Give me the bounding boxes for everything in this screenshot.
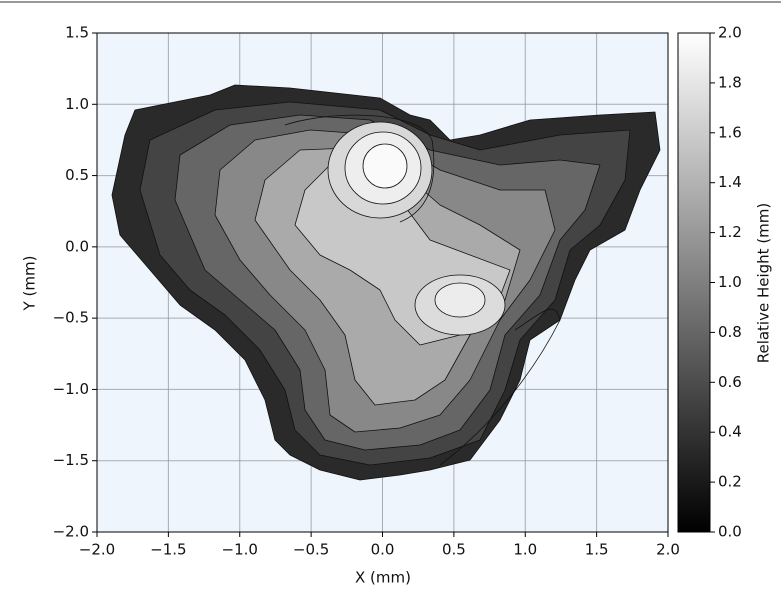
- x-tick-label: 1.0: [513, 541, 537, 559]
- y-tick-label: 0.5: [65, 166, 89, 184]
- y-tick-label: −0.5: [53, 309, 89, 327]
- y-tick-label: 1.5: [65, 24, 89, 42]
- colorbar-tick-label: 1.4: [718, 173, 742, 191]
- y-tick-label: 1.0: [65, 95, 89, 113]
- x-tick-label: −1.0: [222, 541, 258, 559]
- x-tick-label: −0.5: [293, 541, 329, 559]
- x-tick-label: 0.0: [371, 541, 395, 559]
- x-tick-label: −2.0: [79, 541, 115, 559]
- x-tick-label: 0.5: [442, 541, 466, 559]
- colorbar-tick-label: 1.6: [718, 123, 742, 141]
- y-tick-label: −1.5: [53, 451, 89, 469]
- colorbar-tick-label: 1.0: [718, 273, 742, 291]
- y-tick-label: −2.0: [53, 523, 89, 541]
- x-axis-label: X (mm): [355, 569, 411, 587]
- x-tick-label: −1.5: [150, 541, 186, 559]
- x-tick-label: 1.5: [585, 541, 609, 559]
- colorbar-tick-label: 2.0: [718, 24, 742, 42]
- colorbar-tick-label: 0.0: [718, 523, 742, 541]
- colorbar-tick-label: 0.2: [718, 473, 742, 491]
- colorbar-label: Relative Height (mm): [755, 203, 773, 364]
- chart: X (mm) Y (mm) Relative Height (mm) −2.0−…: [0, 0, 781, 600]
- colorbar-tick-label: 0.4: [718, 423, 742, 441]
- colorbar-tick-label: 0.8: [718, 323, 742, 341]
- y-tick-label: 0.0: [65, 237, 89, 255]
- y-axis-label: Y (mm): [21, 256, 39, 312]
- x-tick-label: 2.0: [656, 541, 680, 559]
- colorbar-tick-label: 0.6: [718, 373, 742, 391]
- colorbar-tick-label: 1.8: [718, 73, 742, 91]
- colorbar-tick-label: 1.2: [718, 223, 742, 241]
- colorbar: [678, 33, 710, 532]
- y-tick-label: −1.0: [53, 380, 89, 398]
